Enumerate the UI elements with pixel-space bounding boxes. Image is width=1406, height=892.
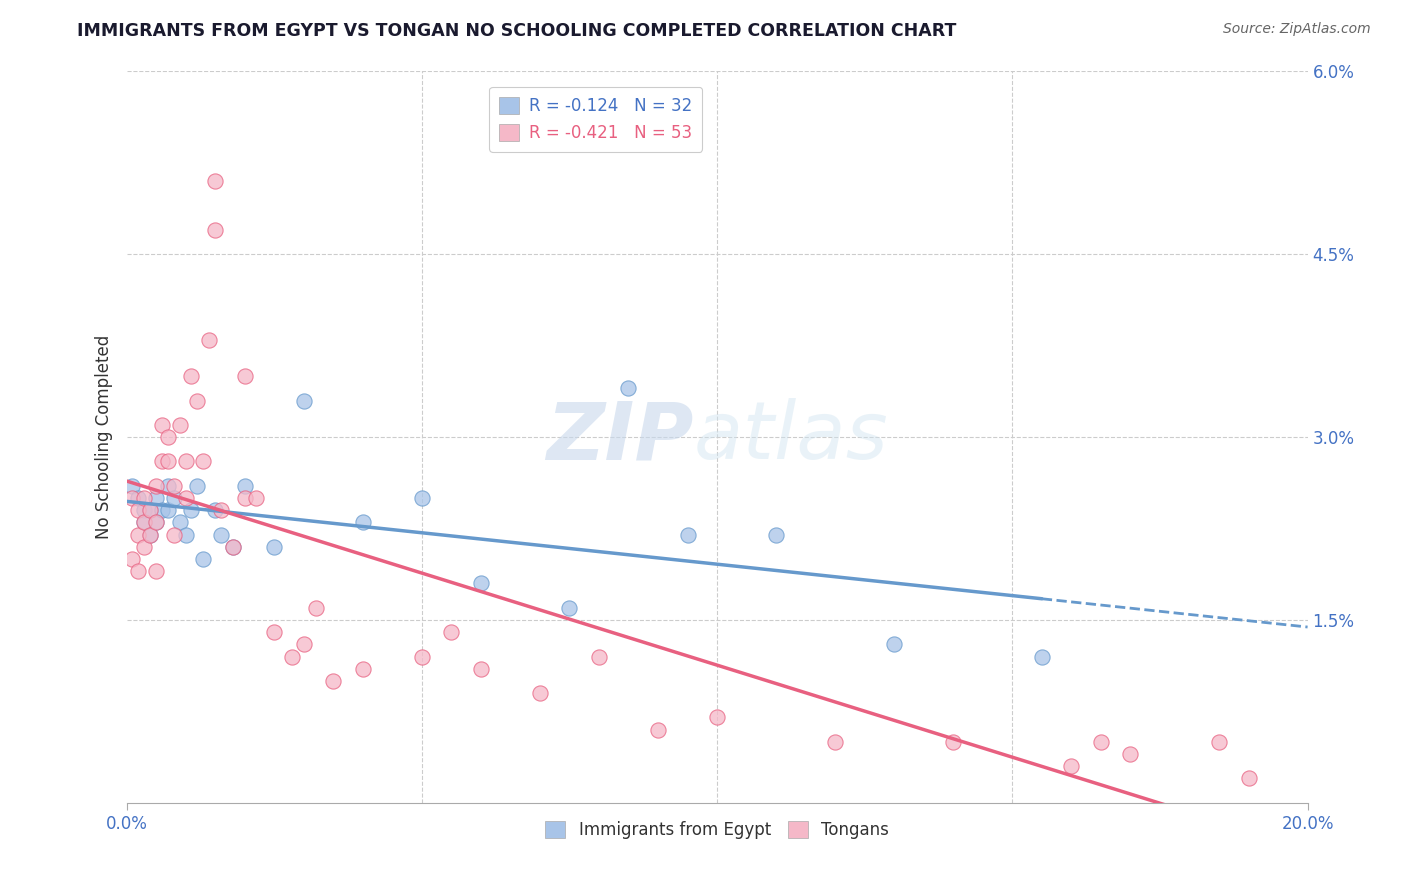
Point (145, 516, 167, 530)
Point (156, 479, 179, 493)
Point (263, 540, 285, 554)
Point (233, 479, 256, 493)
Point (139, 503, 162, 517)
Point (134, 540, 156, 554)
Point (174, 527, 197, 541)
Point (824, 735, 846, 749)
Point (134, 491, 156, 505)
Point (1060, 759, 1083, 773)
Point (263, 625, 285, 640)
Point (942, 735, 965, 749)
Text: ZIP: ZIP (546, 398, 693, 476)
Point (180, 503, 202, 517)
Point (150, 454, 173, 468)
Point (127, 527, 149, 541)
Point (352, 662, 374, 676)
Point (127, 564, 149, 578)
Legend: Immigrants from Egypt, Tongans: Immigrants from Egypt, Tongans (538, 814, 896, 846)
Point (121, 491, 143, 505)
Point (706, 710, 728, 724)
Point (883, 637, 905, 651)
Point (470, 662, 492, 676)
Point (134, 516, 156, 530)
Point (169, 417, 191, 432)
Point (145, 516, 167, 530)
Text: Source: ZipAtlas.com: Source: ZipAtlas.com (1223, 22, 1371, 37)
Point (156, 503, 179, 517)
Point (1031, 649, 1053, 664)
Point (193, 454, 215, 468)
Point (145, 479, 167, 493)
Point (204, 223, 226, 237)
Text: IMMIGRANTS FROM EGYPT VS TONGAN NO SCHOOLING COMPLETED CORRELATION CHART: IMMIGRANTS FROM EGYPT VS TONGAN NO SCHOO… (77, 22, 956, 40)
Point (150, 503, 173, 517)
Point (156, 454, 179, 468)
Point (1090, 735, 1112, 749)
Point (588, 649, 610, 664)
Y-axis label: No Schooling Completed: No Schooling Completed (94, 335, 112, 539)
Point (765, 527, 787, 541)
Point (163, 479, 186, 493)
Point (139, 527, 162, 541)
Point (127, 491, 149, 505)
Point (209, 503, 232, 517)
Point (676, 527, 699, 541)
Point (209, 527, 232, 541)
Point (163, 527, 186, 541)
Point (529, 686, 551, 700)
Point (1237, 772, 1260, 786)
Point (169, 516, 191, 530)
Point (150, 417, 173, 432)
Point (1208, 735, 1230, 749)
Point (145, 564, 167, 578)
Point (281, 649, 304, 664)
Point (233, 369, 256, 384)
Point (411, 491, 433, 505)
Point (322, 673, 344, 688)
Point (292, 637, 315, 651)
Point (222, 540, 245, 554)
Point (411, 649, 433, 664)
Point (617, 381, 640, 395)
Point (352, 516, 374, 530)
Point (558, 600, 581, 615)
Point (304, 600, 326, 615)
Point (186, 479, 208, 493)
Point (174, 491, 197, 505)
Point (204, 174, 226, 188)
Point (127, 503, 149, 517)
Point (198, 333, 221, 347)
Point (186, 393, 208, 408)
Point (180, 369, 202, 384)
Point (121, 479, 143, 493)
Point (163, 491, 186, 505)
Point (145, 491, 167, 505)
Point (222, 540, 245, 554)
Point (174, 454, 197, 468)
Point (193, 552, 215, 566)
Point (156, 430, 179, 444)
Point (245, 491, 267, 505)
Point (440, 625, 463, 640)
Point (647, 723, 669, 737)
Point (1119, 747, 1142, 761)
Point (134, 503, 156, 517)
Point (139, 503, 162, 517)
Point (121, 552, 143, 566)
Point (233, 491, 256, 505)
Point (139, 527, 162, 541)
Point (204, 503, 226, 517)
Point (470, 576, 492, 591)
Text: atlas: atlas (693, 398, 889, 476)
Point (292, 393, 315, 408)
Point (134, 516, 156, 530)
